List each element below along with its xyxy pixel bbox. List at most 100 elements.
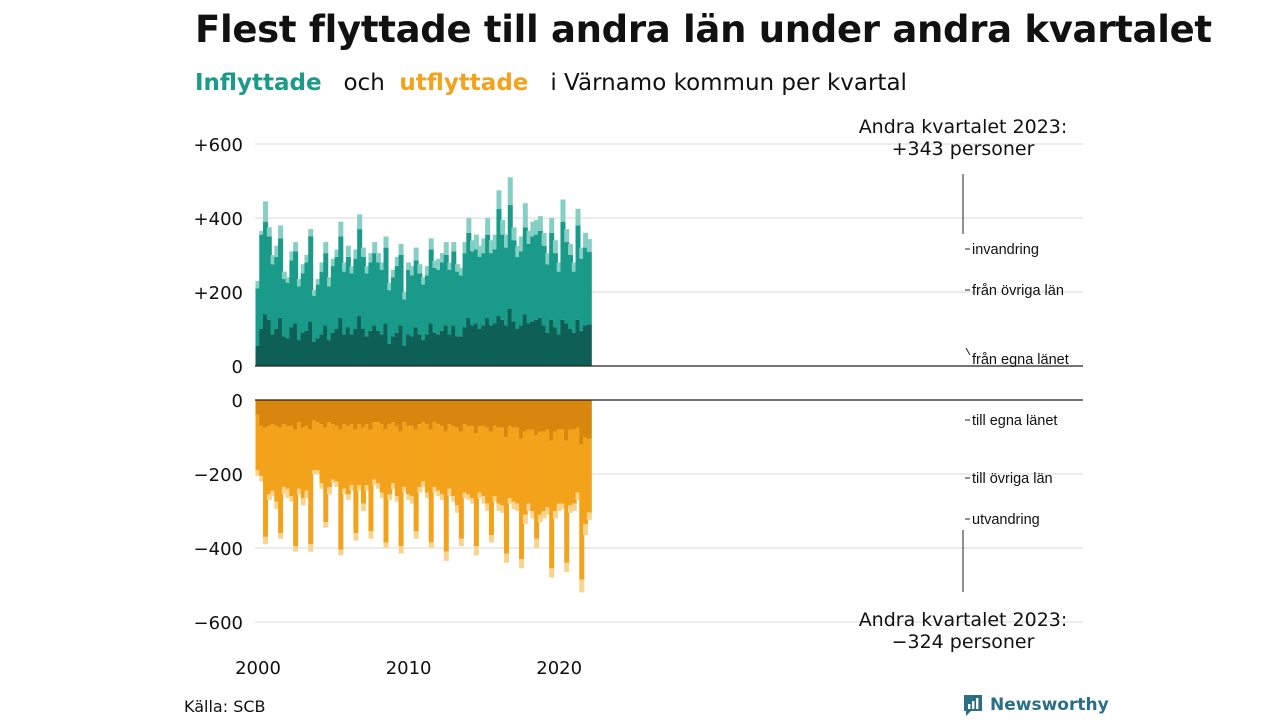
bar-out-ovriga-lan xyxy=(579,444,585,580)
bar-out-utvandring xyxy=(255,470,261,476)
bar-in-invandring xyxy=(519,236,525,252)
bar-out-utvandring xyxy=(436,490,442,497)
bar-out-utvandring xyxy=(451,496,457,502)
bar-in-egna-lanet xyxy=(270,334,276,366)
bar-in-ovriga-lan xyxy=(334,256,340,329)
bar-out-utvandring xyxy=(586,512,592,520)
bar-out-egna-lanet xyxy=(492,400,498,426)
bar-out-utvandring xyxy=(323,522,329,528)
bar-in-invandring xyxy=(334,249,340,257)
bar-out-utvandring xyxy=(511,501,517,510)
bar-in-egna-lanet xyxy=(549,319,555,366)
bar-in-ovriga-lan xyxy=(500,234,506,320)
bar-out-utvandring xyxy=(439,494,445,500)
bar-in-ovriga-lan xyxy=(278,238,284,318)
bar-in-ovriga-lan xyxy=(451,251,457,326)
bar-in-ovriga-lan xyxy=(345,256,351,328)
bar-in-invandring xyxy=(462,242,468,254)
bar-out-egna-lanet xyxy=(364,400,370,425)
bar-in-ovriga-lan xyxy=(300,273,306,333)
bar-out-ovriga-lan xyxy=(552,431,558,511)
bar-out-ovriga-lan xyxy=(439,425,445,495)
bar-in-egna-lanet xyxy=(304,330,310,366)
bar-out-egna-lanet xyxy=(342,400,348,425)
bar-out-egna-lanet xyxy=(368,400,374,430)
bar-in-ovriga-lan xyxy=(315,284,321,339)
bar-out-egna-lanet xyxy=(458,400,464,432)
bar-in-ovriga-lan xyxy=(319,271,325,335)
bar-in-invandring xyxy=(522,203,528,228)
bar-in-egna-lanet xyxy=(315,338,321,366)
bar-in-egna-lanet xyxy=(485,317,491,366)
bar-out-ovriga-lan xyxy=(511,427,517,502)
bar-out-utvandring xyxy=(342,488,348,495)
bar-out-utvandring xyxy=(274,501,280,510)
newsworthy-logo-icon xyxy=(964,695,982,716)
bar-out-ovriga-lan xyxy=(338,429,344,550)
bar-out-ovriga-lan xyxy=(323,427,329,523)
bar-in-egna-lanet xyxy=(406,334,412,366)
bar-in-egna-lanet xyxy=(443,325,449,366)
bar-in-invandring xyxy=(349,266,355,274)
bar-in-egna-lanet xyxy=(259,329,265,366)
bar-in-invandring xyxy=(285,277,291,283)
bar-out-egna-lanet xyxy=(515,400,521,428)
bar-out-egna-lanet xyxy=(556,400,562,430)
bar-in-invandring xyxy=(383,236,389,248)
bar-in-ovriga-lan xyxy=(368,262,374,331)
bar-out-egna-lanet xyxy=(372,400,378,423)
bar-out-utvandring xyxy=(492,496,498,502)
bar-out-egna-lanet xyxy=(278,400,284,428)
annotation-bottom: −324 personer xyxy=(892,631,1035,653)
bar-in-ovriga-lan xyxy=(409,275,415,337)
bar-out-egna-lanet xyxy=(357,400,363,425)
bar-out-egna-lanet xyxy=(263,400,269,428)
bar-in-invandring xyxy=(541,232,547,246)
bar-out-utvandring xyxy=(304,490,310,499)
bar-in-egna-lanet xyxy=(274,329,280,366)
bar-in-invandring xyxy=(436,258,442,270)
subtitle-och: och xyxy=(343,70,385,96)
bar-out-ovriga-lan xyxy=(383,429,389,543)
bar-in-egna-lanet xyxy=(515,329,521,366)
bar-in-egna-lanet xyxy=(583,325,589,366)
bar-in-invandring xyxy=(507,177,513,206)
bar-out-utvandring xyxy=(391,483,397,489)
bar-in-ovriga-lan xyxy=(586,252,592,325)
bar-out-egna-lanet xyxy=(586,400,592,439)
bar-out-ovriga-lan xyxy=(466,425,472,495)
bar-in-egna-lanet xyxy=(402,345,408,366)
bar-in-egna-lanet xyxy=(545,332,551,366)
bar-in-egna-lanet xyxy=(556,334,562,366)
bar-in-ovriga-lan xyxy=(266,236,272,320)
bar-out-egna-lanet xyxy=(345,400,351,426)
bar-in-egna-lanet xyxy=(571,332,577,366)
bar-out-utvandring xyxy=(289,496,295,502)
y-tick-label-top: +600 xyxy=(194,135,243,156)
bar-out-ovriga-lan xyxy=(300,427,306,499)
bar-in-egna-lanet xyxy=(432,332,438,366)
bar-out-ovriga-lan xyxy=(398,431,404,547)
bar-in-egna-lanet xyxy=(383,323,389,366)
bar-out-utvandring xyxy=(375,483,381,489)
bar-in-invandring xyxy=(488,240,494,254)
bar-in-egna-lanet xyxy=(511,321,517,366)
bar-out-egna-lanet xyxy=(439,400,445,426)
bar-in-egna-lanet xyxy=(496,316,502,366)
bar-in-egna-lanet xyxy=(447,334,453,366)
bar-out-utvandring xyxy=(379,492,385,499)
bar-out-egna-lanet xyxy=(398,400,404,432)
series-label-bottom: till egna länet xyxy=(972,413,1057,429)
bar-out-egna-lanet xyxy=(443,400,449,432)
brand-name: Newsworthy xyxy=(990,695,1109,715)
bar-in-ovriga-lan xyxy=(293,251,299,324)
bar-out-utvandring xyxy=(387,494,393,500)
bar-out-utvandring xyxy=(481,496,487,504)
bar-out-egna-lanet xyxy=(387,400,393,425)
bar-in-invandring xyxy=(549,218,555,233)
bar-out-egna-lanet xyxy=(428,400,434,430)
y-tick-label-bottom: −400 xyxy=(194,539,243,560)
bar-in-ovriga-lan xyxy=(342,271,348,335)
bar-out-utvandring xyxy=(308,544,314,552)
bar-in-ovriga-lan xyxy=(263,221,269,315)
